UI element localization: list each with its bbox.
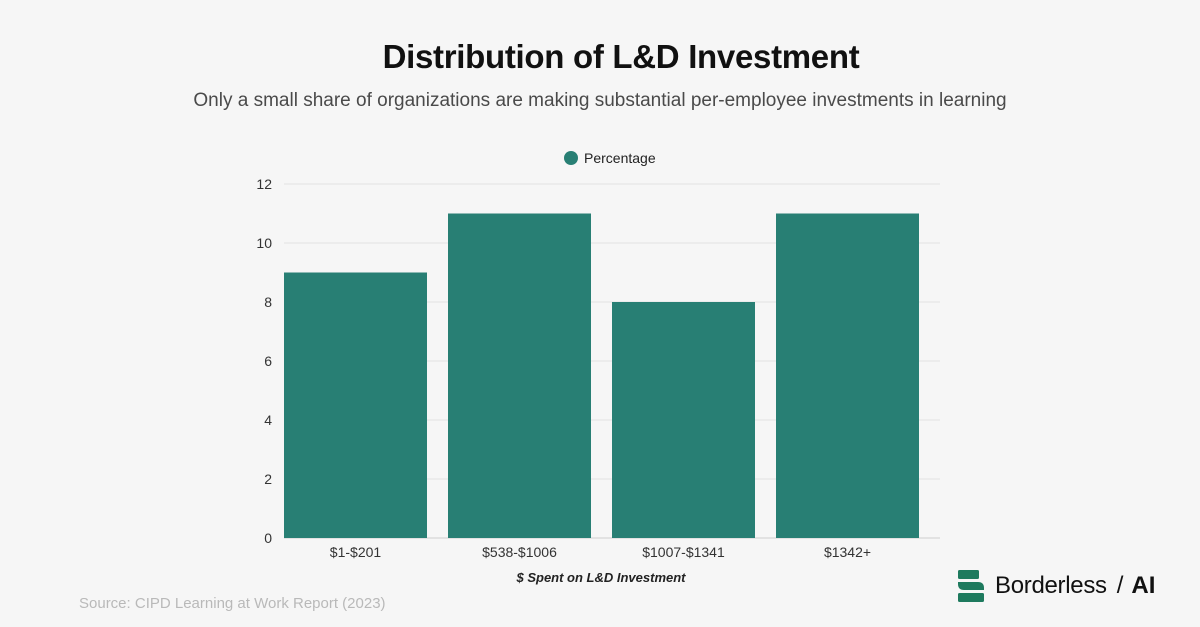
bars <box>284 213 919 538</box>
x-tick-label: $1342+ <box>824 544 871 560</box>
x-axis-label: $ Spent on L&D Investment <box>515 570 686 585</box>
x-tick-label: $1-$201 <box>330 544 382 560</box>
y-tick-label: 6 <box>264 353 272 369</box>
x-tick-label: $538-$1006 <box>482 544 557 560</box>
brand-name: Borderless <box>995 572 1107 599</box>
chart-subtitle: Only a small share of organizations are … <box>193 90 1007 111</box>
y-tick-label: 4 <box>264 412 272 428</box>
bar <box>284 272 427 538</box>
y-tick-label: 10 <box>256 235 272 251</box>
source-note: Source: CIPD Learning at Work Report (20… <box>79 595 386 612</box>
chart-title: Distribution of L&D Investment <box>382 38 860 75</box>
legend: Percentage <box>564 150 656 166</box>
legend-swatch <box>564 151 578 165</box>
bar <box>776 213 919 538</box>
brand-separator: / <box>1116 572 1124 599</box>
axes: 0 2 4 6 8 10 12 $1-$201 $538-$1006 $1007-$1341 $13… <box>256 176 871 560</box>
brand-logo: Borderless / AI <box>958 568 1155 604</box>
y-tick-label: 12 <box>256 176 272 192</box>
y-tick-label: 0 <box>264 530 272 546</box>
y-tick-label: 2 <box>264 471 272 487</box>
bar <box>612 302 755 538</box>
y-tick-label: 8 <box>264 294 272 310</box>
bar <box>448 213 591 538</box>
borderless-logo-icon <box>958 570 984 602</box>
brand-suffix: AI <box>1131 572 1156 599</box>
x-tick-label: $1007-$1341 <box>642 544 725 560</box>
legend-label: Percentage <box>584 150 656 166</box>
